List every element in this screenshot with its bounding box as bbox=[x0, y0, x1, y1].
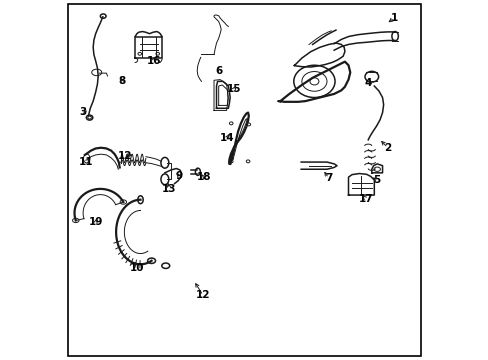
Text: 19: 19 bbox=[88, 217, 102, 227]
Text: 17: 17 bbox=[358, 194, 372, 204]
Text: 12: 12 bbox=[196, 291, 210, 301]
Text: 9: 9 bbox=[175, 171, 183, 181]
Text: 1: 1 bbox=[390, 13, 397, 23]
Text: 18: 18 bbox=[197, 172, 211, 182]
Text: 14: 14 bbox=[220, 133, 234, 143]
Text: 7: 7 bbox=[325, 173, 332, 183]
Text: 15: 15 bbox=[227, 84, 241, 94]
Text: 6: 6 bbox=[215, 66, 223, 76]
Text: 2: 2 bbox=[384, 143, 391, 153]
Text: 12: 12 bbox=[118, 150, 132, 161]
Text: 5: 5 bbox=[373, 175, 380, 185]
Text: 10: 10 bbox=[129, 263, 144, 273]
Text: 11: 11 bbox=[79, 157, 93, 167]
Ellipse shape bbox=[88, 116, 91, 119]
Text: 8: 8 bbox=[118, 76, 125, 86]
Text: 13: 13 bbox=[162, 184, 176, 194]
Text: 16: 16 bbox=[146, 56, 161, 66]
Text: 4: 4 bbox=[364, 78, 371, 88]
Text: 3: 3 bbox=[80, 107, 86, 117]
